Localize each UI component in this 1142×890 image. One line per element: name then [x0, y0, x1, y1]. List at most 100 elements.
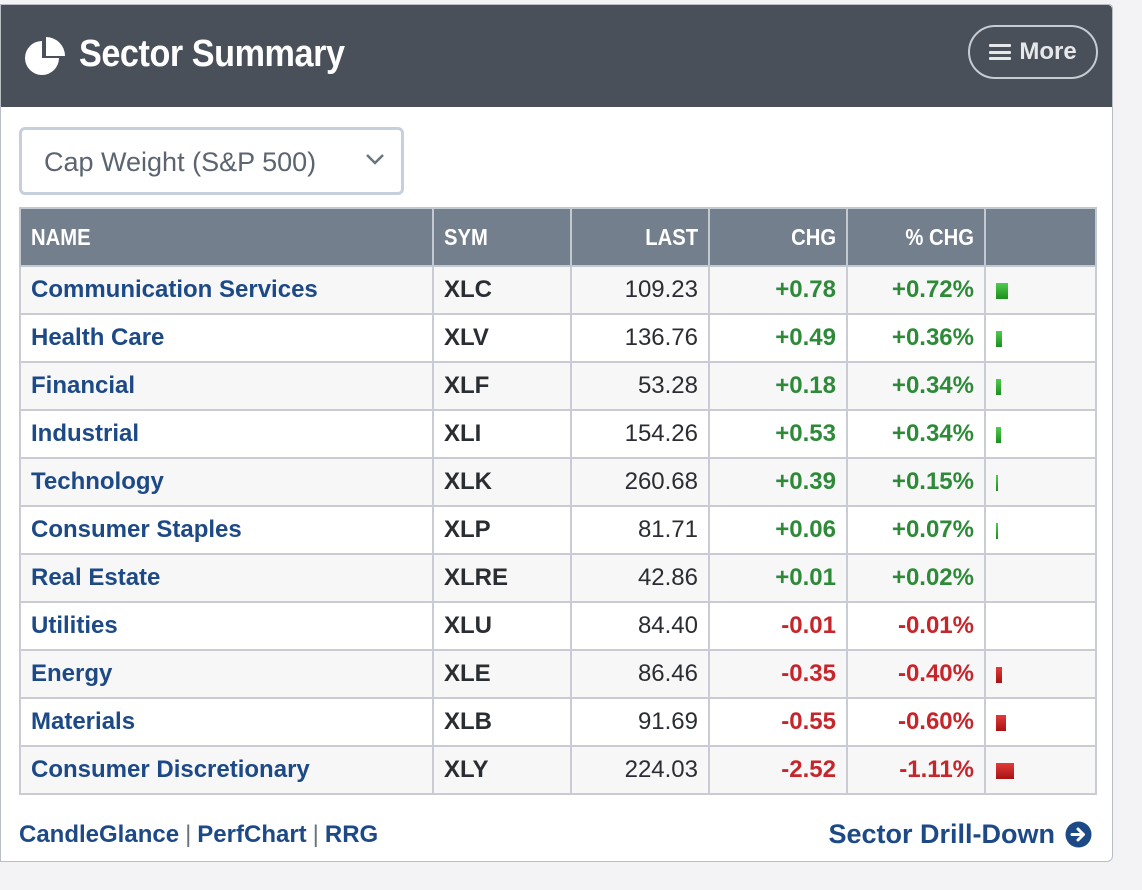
- sector-last: 224.03: [570, 745, 710, 795]
- sector-name-link[interactable]: Consumer Discretionary: [31, 756, 310, 783]
- arrow-right-circle-icon: [1065, 821, 1092, 848]
- column-header-last[interactable]: LAST: [570, 207, 710, 267]
- candleglance-link[interactable]: CandleGlance: [19, 821, 180, 848]
- sector-chg: +0.53: [708, 409, 848, 459]
- column-header-pct-chg[interactable]: % CHG: [846, 207, 986, 267]
- sector-name-cell: Technology: [19, 457, 434, 507]
- more-button[interactable]: More: [968, 25, 1098, 79]
- sector-pct-chg: -1.11%: [846, 745, 986, 795]
- sector-chg: +0.18: [708, 361, 848, 411]
- sector-pct-chg: +0.02%: [846, 553, 986, 603]
- sector-pct-chg: +0.15%: [846, 457, 986, 507]
- sector-name-cell: Energy: [19, 649, 434, 699]
- sector-pct-chg: -0.01%: [846, 601, 986, 651]
- sector-name-link[interactable]: Technology: [31, 468, 164, 495]
- sector-bar-cell: [984, 601, 1097, 651]
- sector-name-cell: Financial: [19, 361, 434, 411]
- sector-chg: +0.01: [708, 553, 848, 603]
- sector-name-cell: Communication Services: [19, 265, 434, 315]
- column-header-bar: [984, 207, 1097, 267]
- sector-name-cell: Industrial: [19, 409, 434, 459]
- sector-bar-cell: [984, 265, 1097, 315]
- sector-name-cell: Real Estate: [19, 553, 434, 603]
- table-header-row: NAME SYM LAST CHG % CHG: [19, 207, 1097, 267]
- performance-bar: [996, 330, 1002, 347]
- sector-symbol: XLK: [432, 457, 572, 507]
- sector-name-link[interactable]: Materials: [31, 708, 136, 735]
- sector-chg: -0.35: [708, 649, 848, 699]
- sector-bar-cell: [984, 649, 1097, 699]
- sector-bar-cell: [984, 505, 1097, 555]
- sector-last: 260.68: [570, 457, 710, 507]
- column-header-sym[interactable]: SYM: [432, 207, 572, 267]
- footer-links: CandleGlance | PerfChart | RRG: [19, 821, 378, 849]
- performance-bar: [996, 714, 1006, 731]
- sector-name-cell: Consumer Discretionary: [19, 745, 434, 795]
- sector-symbol: XLC: [432, 265, 572, 315]
- sector-last: 53.28: [570, 361, 710, 411]
- sector-symbol: XLY: [432, 745, 572, 795]
- sector-drill-down-link[interactable]: Sector Drill-Down: [828, 819, 1092, 850]
- sector-last: 154.26: [570, 409, 710, 459]
- sector-symbol: XLV: [432, 313, 572, 363]
- table-row: Materials XLB 91.69 -0.55 -0.60%: [19, 697, 1097, 747]
- sector-last: 109.23: [570, 265, 710, 315]
- sector-name-cell: Health Care: [19, 313, 434, 363]
- sector-name-cell: Consumer Staples: [19, 505, 434, 555]
- more-button-label: More: [1019, 38, 1077, 65]
- sector-bar-cell: [984, 745, 1097, 795]
- sector-table: NAME SYM LAST CHG % CHG Communication Se…: [19, 207, 1097, 795]
- table-row: Communication Services XLC 109.23 +0.78 +0.7…: [19, 265, 1097, 315]
- sector-name-link[interactable]: Energy: [31, 660, 113, 687]
- weighting-select[interactable]: Cap Weight (S&P 500): [19, 127, 404, 195]
- sector-pct-chg: +0.72%: [846, 265, 986, 315]
- sector-symbol: XLB: [432, 697, 572, 747]
- sector-pct-chg: -0.40%: [846, 649, 986, 699]
- pie-chart-icon: [25, 37, 65, 75]
- sector-chg: +0.49: [708, 313, 848, 363]
- widget-title: Sector Summary: [79, 33, 345, 75]
- sector-symbol: XLI: [432, 409, 572, 459]
- sector-chg: -0.55: [708, 697, 848, 747]
- sector-summary-widget: Sector Summary More Cap Weight (S&P 500)…: [0, 4, 1113, 862]
- sector-bar-cell: [984, 457, 1097, 507]
- sector-last: 81.71: [570, 505, 710, 555]
- performance-bar: [996, 762, 1014, 779]
- sector-bar-cell: [984, 361, 1097, 411]
- sector-symbol: XLE: [432, 649, 572, 699]
- sector-symbol: XLP: [432, 505, 572, 555]
- sector-chg: +0.39: [708, 457, 848, 507]
- sector-name-link[interactable]: Industrial: [31, 420, 140, 447]
- sector-name-link[interactable]: Financial: [31, 372, 136, 399]
- sector-bar-cell: [984, 553, 1097, 603]
- sector-name-link[interactable]: Consumer Staples: [31, 516, 242, 543]
- sector-symbol: XLRE: [432, 553, 572, 603]
- sector-name-link[interactable]: Health Care: [31, 324, 165, 351]
- sector-symbol: XLF: [432, 361, 572, 411]
- sector-pct-chg: +0.34%: [846, 361, 986, 411]
- sector-name-link[interactable]: Utilities: [31, 612, 118, 639]
- column-header-name[interactable]: NAME: [19, 207, 434, 267]
- weighting-select-value: Cap Weight (S&P 500): [44, 147, 317, 177]
- table-row: Consumer Staples XLP 81.71 +0.06 +0.07%: [19, 505, 1097, 555]
- performance-bar: [996, 282, 1008, 299]
- sector-name-cell: Utilities: [19, 601, 434, 651]
- table-row: Consumer Discretionary XLY 224.03 -2.52 -1.1…: [19, 745, 1097, 795]
- performance-bar: [996, 378, 1001, 395]
- sector-name-link[interactable]: Communication Services: [31, 276, 318, 303]
- link-separator: |: [312, 821, 319, 848]
- sector-pct-chg: +0.34%: [846, 409, 986, 459]
- sector-last: 42.86: [570, 553, 710, 603]
- perfchart-link[interactable]: PerfChart: [197, 821, 307, 848]
- rrg-link[interactable]: RRG: [324, 821, 379, 848]
- sector-chg: +0.06: [708, 505, 848, 555]
- sector-chg: +0.78: [708, 265, 848, 315]
- column-header-chg[interactable]: CHG: [708, 207, 848, 267]
- drill-down-label: Sector Drill-Down: [828, 819, 1055, 849]
- link-separator: |: [185, 821, 192, 848]
- sector-pct-chg: +0.07%: [846, 505, 986, 555]
- sector-name-link[interactable]: Real Estate: [31, 564, 161, 591]
- table-row: Financial XLF 53.28 +0.18 +0.34%: [19, 361, 1097, 411]
- performance-bar: [996, 474, 998, 491]
- sector-chg: -2.52: [708, 745, 848, 795]
